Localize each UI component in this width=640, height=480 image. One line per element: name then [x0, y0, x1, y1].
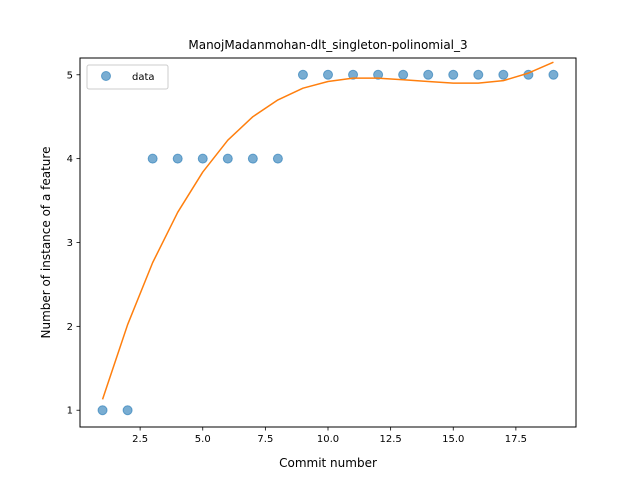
plot-area: [80, 58, 576, 427]
x-axis-ticks: 2.5 5.0 7.5 10.0 12.5 15.0 17.5: [132, 427, 527, 445]
data-point: [197, 153, 208, 164]
chart-title: ManojMadanmohan-dlt_singleton-polinomial…: [188, 38, 467, 52]
data-point: [448, 69, 459, 80]
x-tick-label: 10.0: [317, 434, 339, 445]
x-tick-label: 2.5: [132, 434, 148, 445]
x-tick-label: 5.0: [195, 434, 211, 445]
legend: data: [86, 64, 169, 90]
fit-line: [101, 61, 554, 400]
data-point: [323, 69, 333, 80]
y-tick-label: 3: [67, 238, 73, 249]
data-point: [172, 153, 183, 164]
data-point: [498, 69, 509, 80]
y-tick-label: 5: [67, 70, 73, 81]
data-point: [97, 405, 108, 416]
data-point: [272, 153, 283, 164]
x-tick-label: 12.5: [379, 434, 401, 445]
data-point: [398, 69, 409, 80]
data-point: [122, 405, 133, 416]
series-layer: [97, 61, 559, 416]
y-tick-label: 1: [67, 406, 73, 417]
legend-box: [86, 64, 169, 90]
data-point: [147, 153, 158, 164]
x-tick-label: 7.5: [257, 434, 273, 445]
data-point: [297, 69, 308, 80]
data-point: [348, 69, 359, 80]
data-point: [247, 153, 258, 164]
data-point: [373, 69, 384, 80]
y-axis-ticks: 1 2 3 4 5: [67, 70, 80, 417]
legend-marker-data: [101, 71, 111, 81]
data-point: [423, 69, 434, 80]
x-tick-label: 15.0: [442, 434, 464, 445]
data-point: [473, 69, 484, 80]
y-tick-label: 2: [67, 322, 73, 333]
data-point: [548, 69, 559, 80]
plot-frame: [79, 57, 577, 428]
legend-label-data: data: [132, 72, 155, 83]
x-tick-label: 17.5: [505, 434, 527, 445]
x-axis-label: Commit number: [279, 456, 377, 470]
y-axis-label: Number of instance of a feature: [39, 147, 53, 339]
y-tick-label: 4: [67, 154, 73, 165]
data-point: [222, 153, 233, 164]
